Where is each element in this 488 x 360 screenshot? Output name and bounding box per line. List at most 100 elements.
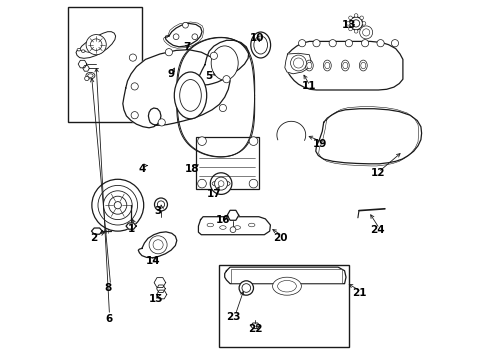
Polygon shape [165,23,202,47]
Ellipse shape [341,60,348,71]
Text: 17: 17 [206,189,221,199]
Circle shape [182,22,188,28]
Text: 21: 21 [352,288,366,298]
Circle shape [242,284,250,292]
Circle shape [149,236,167,254]
Polygon shape [156,290,166,299]
Bar [68,7,142,122]
Circle shape [86,35,106,55]
Circle shape [361,40,368,47]
Circle shape [349,17,362,30]
Ellipse shape [179,80,201,111]
Circle shape [354,14,357,17]
Polygon shape [82,66,89,71]
Ellipse shape [253,36,267,54]
Text: 2: 2 [90,233,98,243]
Circle shape [103,191,132,220]
Circle shape [249,137,257,145]
Circle shape [114,202,121,209]
Circle shape [90,39,102,50]
Circle shape [218,181,224,186]
Circle shape [359,27,363,31]
Circle shape [328,40,336,47]
Circle shape [158,119,165,126]
Text: 8: 8 [104,283,111,293]
Polygon shape [227,210,238,220]
Bar [230,269,341,283]
Circle shape [131,112,138,119]
Circle shape [192,34,197,40]
Ellipse shape [87,74,93,77]
Text: 11: 11 [302,81,316,91]
Text: 22: 22 [247,324,262,334]
Ellipse shape [272,277,301,295]
Polygon shape [154,278,165,288]
Text: 9: 9 [167,69,174,79]
Text: 14: 14 [145,256,160,266]
Polygon shape [138,232,177,258]
Ellipse shape [219,226,225,229]
Circle shape [197,137,206,145]
Ellipse shape [342,62,347,69]
Polygon shape [76,32,115,58]
Circle shape [197,179,206,188]
Circle shape [131,83,138,90]
Ellipse shape [77,49,81,51]
Text: 1: 1 [127,224,135,234]
Ellipse shape [212,180,230,187]
Ellipse shape [211,46,238,80]
Text: 18: 18 [184,164,199,174]
Polygon shape [122,50,230,128]
Circle shape [298,40,305,47]
Polygon shape [285,41,402,90]
Circle shape [98,185,137,225]
Circle shape [249,179,257,188]
Circle shape [154,198,167,211]
Circle shape [223,76,230,83]
Ellipse shape [359,60,366,71]
Circle shape [108,196,126,214]
Ellipse shape [306,62,311,69]
Ellipse shape [206,223,213,227]
Polygon shape [315,109,421,164]
Text: 13: 13 [341,20,355,30]
Circle shape [345,40,352,47]
Circle shape [312,40,320,47]
Ellipse shape [324,62,329,69]
Circle shape [210,173,231,194]
Polygon shape [198,40,248,85]
Bar [219,265,348,347]
Ellipse shape [234,226,240,229]
Ellipse shape [174,72,206,119]
Text: 7: 7 [183,42,190,52]
Text: 3: 3 [154,206,162,216]
Ellipse shape [360,62,365,69]
Circle shape [92,179,143,231]
Circle shape [214,177,227,190]
Text: 10: 10 [249,33,264,43]
Bar [196,137,258,189]
Circle shape [293,58,303,68]
Circle shape [390,40,398,47]
Circle shape [352,20,359,27]
Circle shape [230,227,235,233]
Circle shape [362,29,369,36]
Circle shape [157,201,164,208]
Circle shape [129,54,136,61]
Text: 5: 5 [204,71,212,81]
Text: 4: 4 [138,164,145,174]
Circle shape [165,49,172,56]
Text: 24: 24 [369,225,384,235]
Text: 12: 12 [370,168,384,178]
Ellipse shape [250,32,270,58]
Text: 23: 23 [226,312,241,322]
Text: 20: 20 [273,233,287,243]
Polygon shape [224,267,346,284]
Circle shape [153,240,163,250]
Circle shape [84,76,89,81]
Ellipse shape [277,280,296,292]
Polygon shape [91,228,102,234]
Circle shape [376,40,384,47]
Circle shape [359,26,372,39]
Text: 6: 6 [106,314,113,324]
